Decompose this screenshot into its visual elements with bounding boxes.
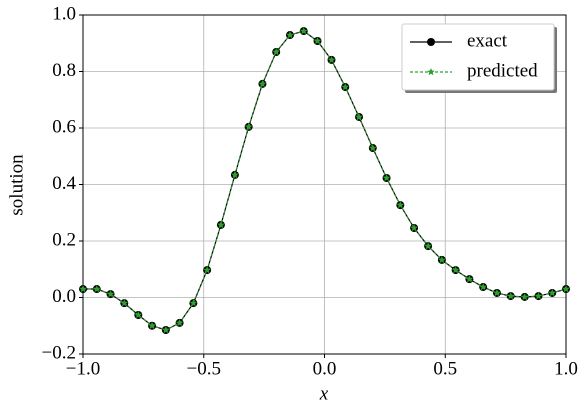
y-tick-label: 0.6 bbox=[52, 116, 76, 137]
point bbox=[120, 299, 129, 307]
point bbox=[258, 79, 267, 88]
x-tick-label: 0.5 bbox=[433, 358, 457, 379]
point bbox=[162, 325, 170, 334]
point bbox=[175, 318, 184, 327]
y-tick-label: 0.0 bbox=[52, 286, 76, 307]
point bbox=[355, 112, 363, 121]
x-tick-label: 0.0 bbox=[313, 358, 337, 379]
point bbox=[327, 55, 336, 64]
point bbox=[244, 122, 253, 131]
point bbox=[313, 36, 322, 45]
legend-marker bbox=[427, 68, 435, 76]
point bbox=[217, 220, 225, 229]
legend-label: exact bbox=[467, 30, 508, 51]
point bbox=[534, 292, 543, 300]
y-tick-label: 1.0 bbox=[52, 3, 76, 24]
point bbox=[479, 283, 487, 291]
point bbox=[424, 242, 432, 250]
point bbox=[148, 321, 156, 329]
point bbox=[520, 292, 529, 301]
legend bbox=[401, 23, 555, 91]
y-tick-label: 0.2 bbox=[52, 229, 76, 250]
x-tick-label: −1.0 bbox=[66, 358, 100, 379]
legend-marker bbox=[427, 38, 435, 46]
point bbox=[562, 285, 570, 293]
point bbox=[231, 170, 239, 179]
point bbox=[465, 275, 474, 283]
point bbox=[299, 27, 308, 35]
point bbox=[92, 285, 101, 293]
point bbox=[189, 299, 198, 307]
point bbox=[410, 224, 418, 232]
point bbox=[286, 31, 294, 39]
plot-frame bbox=[82, 14, 567, 355]
point bbox=[272, 48, 280, 56]
point bbox=[341, 83, 350, 91]
y-axis-label: solution bbox=[6, 154, 27, 216]
point bbox=[203, 266, 211, 274]
point bbox=[548, 288, 557, 297]
point bbox=[369, 144, 377, 152]
point bbox=[396, 201, 405, 209]
x-tick-label: −0.5 bbox=[187, 358, 221, 379]
point bbox=[438, 255, 446, 264]
point bbox=[134, 311, 143, 319]
point bbox=[382, 174, 391, 182]
y-tick-label: 0.8 bbox=[52, 60, 76, 81]
y-tick-label: 0.4 bbox=[52, 173, 76, 194]
x-axis-label: x bbox=[319, 383, 329, 404]
point bbox=[106, 290, 115, 298]
point bbox=[79, 285, 87, 293]
x-tick-label: 1.0 bbox=[554, 358, 578, 379]
point bbox=[506, 292, 515, 300]
y-tick-label: −0.2 bbox=[42, 342, 76, 363]
point bbox=[493, 288, 501, 297]
legend-label: predicted bbox=[467, 60, 538, 81]
point bbox=[451, 266, 460, 274]
